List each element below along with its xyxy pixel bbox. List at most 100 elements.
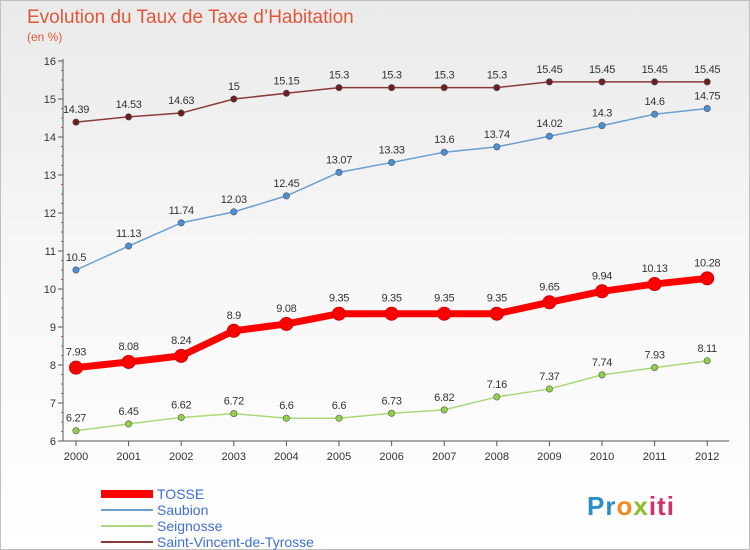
- data-point-saint-vincent-de-tyrosse-2010: [598, 78, 606, 86]
- data-label-seignosse-2000: 6.27: [66, 413, 86, 425]
- data-point-saint-vincent-de-tyrosse-2000: [72, 118, 80, 126]
- data-point-tosse-2012: [700, 271, 715, 286]
- data-label-seignosse-2012: 8.11: [697, 343, 717, 355]
- legend-label-seignosse: Seignosse: [157, 518, 223, 534]
- x-tick-label-2003: 2003: [222, 451, 246, 463]
- data-point-tosse-2001: [121, 354, 136, 369]
- data-label-tosse-2011: 10.13: [642, 263, 668, 275]
- data-label-saubion-2005: 13.07: [326, 154, 352, 166]
- x-tick-label-2001: 2001: [116, 451, 140, 463]
- y-tick-label-12: 12: [44, 208, 56, 220]
- data-label-saint-vincent-de-tyrosse-2002: 14.63: [168, 95, 194, 107]
- x-tick-label-2010: 2010: [590, 451, 614, 463]
- data-point-tosse-2003: [226, 323, 241, 338]
- data-label-seignosse-2004: 6.6: [279, 400, 294, 412]
- x-tick-label-2006: 2006: [379, 451, 403, 463]
- data-point-seignosse-2003: [230, 410, 238, 418]
- data-point-seignosse-2008: [493, 393, 501, 401]
- data-label-tosse-2010: 9.94: [592, 270, 612, 282]
- y-tick-label-13: 13: [44, 170, 56, 182]
- data-label-saubion-2002: 11.74: [169, 205, 194, 217]
- x-tick-label-2011: 2011: [643, 451, 667, 463]
- x-tick-label-2012: 2012: [695, 451, 719, 463]
- data-label-saint-vincent-de-tyrosse-2005: 15.3: [329, 70, 349, 82]
- data-label-tosse-2004: 9.08: [276, 303, 296, 315]
- data-label-seignosse-2010: 7.74: [592, 357, 612, 369]
- data-label-saint-vincent-de-tyrosse-2004: 15.15: [273, 75, 299, 87]
- data-point-seignosse-2005: [335, 414, 343, 422]
- data-label-tosse-2012: 10.28: [694, 257, 720, 269]
- data-label-seignosse-2001: 6.45: [118, 406, 138, 418]
- data-label-saint-vincent-de-tyrosse-2011: 15.45: [642, 64, 668, 76]
- chart-title: Evolution du Taux de Taxe d’Habitation: [27, 7, 354, 28]
- data-label-seignosse-2007: 6.82: [434, 392, 454, 404]
- data-point-tosse-2008: [489, 306, 504, 321]
- data-point-tosse-2005: [332, 306, 346, 321]
- x-tick-label-2008: 2008: [485, 451, 509, 463]
- y-tick-label-14: 14: [44, 132, 56, 144]
- data-point-saubion-2010: [598, 122, 606, 130]
- data-point-saubion-2009: [545, 132, 553, 140]
- data-point-tosse-2007: [437, 306, 452, 321]
- data-point-seignosse-2011: [651, 364, 659, 372]
- data-point-saint-vincent-de-tyrosse-2012: [703, 78, 711, 86]
- legend-swatch-seignosse: [101, 525, 153, 527]
- data-point-saubion-2002: [177, 219, 185, 227]
- x-tick-label-2002: 2002: [169, 451, 193, 463]
- data-label-saint-vincent-de-tyrosse-2001: 14.53: [116, 99, 142, 111]
- data-label-saubion-2011: 14.6: [644, 96, 664, 108]
- data-label-seignosse-2005: 6.6: [332, 400, 347, 412]
- data-point-seignosse-2009: [545, 385, 553, 393]
- data-point-saint-vincent-de-tyrosse-2008: [493, 84, 501, 92]
- y-tick-label-11: 11: [45, 246, 56, 258]
- data-label-seignosse-2006: 6.73: [381, 395, 401, 407]
- data-label-saint-vincent-de-tyrosse-2010: 15.45: [589, 64, 615, 76]
- legend-label-saint-vincent-de-tyrosse: Saint-Vincent-de-Tyrosse: [157, 534, 314, 550]
- data-label-tosse-2003: 8.9: [227, 310, 242, 322]
- y-tick-label-7: 7: [50, 398, 56, 410]
- data-label-saubion-2012: 14.75: [694, 91, 720, 103]
- data-point-saubion-2011: [651, 110, 659, 118]
- data-point-saubion-2001: [125, 242, 133, 250]
- data-point-saubion-2007: [440, 148, 448, 156]
- data-point-tosse-2000: [69, 360, 83, 375]
- data-label-saint-vincent-de-tyrosse-2000: 14.39: [63, 104, 89, 116]
- data-point-seignosse-2010: [598, 371, 606, 379]
- data-point-tosse-2011: [647, 277, 662, 292]
- data-point-saint-vincent-de-tyrosse-2011: [651, 78, 659, 86]
- legend-label-saubion: Saubion: [157, 502, 209, 518]
- data-label-saubion-2006: 13.33: [379, 144, 405, 156]
- legend-swatch-tosse: [101, 490, 153, 498]
- data-point-tosse-2002: [174, 348, 189, 363]
- data-label-saint-vincent-de-tyrosse-2007: 15.3: [434, 70, 454, 82]
- data-point-saint-vincent-de-tyrosse-2005: [335, 84, 343, 92]
- legend-swatch-saint-vincent-de-tyrosse: [101, 541, 153, 543]
- data-label-seignosse-2009: 7.37: [539, 371, 559, 383]
- data-label-saubion-2003: 12.03: [221, 194, 247, 206]
- data-label-seignosse-2003: 6.72: [224, 396, 244, 408]
- data-point-saubion-2005: [335, 168, 343, 176]
- series-line-saubion: [75, 107, 708, 271]
- data-label-saubion-2010: 14.3: [592, 108, 612, 120]
- data-point-seignosse-2007: [440, 406, 448, 414]
- y-tick-label-9: 9: [50, 322, 56, 334]
- data-point-saint-vincent-de-tyrosse-2003: [230, 95, 238, 103]
- data-point-saubion-2000: [72, 266, 80, 274]
- proxiti-logo: Proxiti: [587, 491, 675, 521]
- data-label-seignosse-2002: 6.62: [171, 399, 191, 411]
- data-label-saubion-2009: 14.02: [536, 118, 562, 130]
- data-point-tosse-2006: [384, 306, 399, 321]
- x-tick-label-2007: 2007: [432, 451, 456, 463]
- data-label-tosse-2002: 8.24: [171, 335, 191, 347]
- data-point-seignosse-2006: [388, 409, 396, 417]
- data-label-saint-vincent-de-tyrosse-2003: 15: [228, 81, 240, 93]
- data-point-saint-vincent-de-tyrosse-2004: [282, 89, 290, 97]
- data-label-saubion-2004: 12.45: [273, 178, 299, 190]
- data-point-saubion-2008: [493, 143, 501, 151]
- data-label-tosse-2001: 8.08: [118, 341, 138, 353]
- y-tick-label-15: 15: [44, 94, 56, 106]
- data-point-saint-vincent-de-tyrosse-2001: [125, 113, 133, 121]
- data-point-seignosse-2002: [177, 413, 185, 421]
- data-label-saint-vincent-de-tyrosse-2012: 15.45: [694, 64, 720, 76]
- data-point-seignosse-2004: [282, 414, 290, 422]
